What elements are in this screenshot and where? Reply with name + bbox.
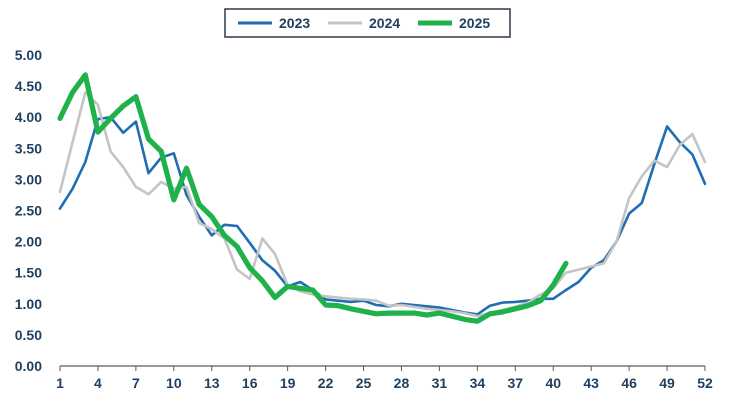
series-line-2024 bbox=[58, 91, 707, 318]
y-tick-label: 4.00 bbox=[15, 109, 42, 125]
x-tick-label: 13 bbox=[204, 375, 220, 391]
legend: 2023 2024 2025 bbox=[224, 8, 511, 38]
y-tick-label: 0.50 bbox=[15, 327, 42, 343]
y-tick-label: 4.50 bbox=[15, 78, 42, 94]
x-tick-label: 28 bbox=[394, 375, 410, 391]
x-tick-label: 46 bbox=[621, 375, 637, 391]
x-tick-label: 34 bbox=[470, 375, 486, 391]
x-tick-label: 37 bbox=[508, 375, 524, 391]
x-tick-label: 22 bbox=[318, 375, 334, 391]
legend-label-2023: 2023 bbox=[279, 15, 310, 31]
x-tick-label: 19 bbox=[280, 375, 296, 391]
y-tick-label: 0.00 bbox=[15, 358, 42, 374]
y-tick-label: 5.00 bbox=[15, 47, 42, 63]
y-tick-label: 3.50 bbox=[15, 140, 42, 156]
legend-label-2025: 2025 bbox=[459, 15, 490, 31]
x-tick-label: 49 bbox=[659, 375, 675, 391]
x-tick-label: 52 bbox=[697, 375, 713, 391]
x-tick-label: 1 bbox=[56, 375, 64, 391]
series-line-2025 bbox=[57, 72, 569, 324]
y-tick-label: 2.50 bbox=[15, 203, 42, 219]
x-tick-label: 25 bbox=[356, 375, 372, 391]
y-tick-label: 2.00 bbox=[15, 234, 42, 250]
y-tick-label: 1.50 bbox=[15, 265, 42, 281]
x-tick-label: 31 bbox=[432, 375, 448, 391]
y-tick-label: 1.00 bbox=[15, 296, 42, 312]
x-tick-label: 10 bbox=[166, 375, 182, 391]
x-tick-label: 40 bbox=[545, 375, 561, 391]
axes: 0.00 0.50 1.00 1.50 2.00 2.50 3.00 3.50 4.00 4.50… bbox=[15, 47, 713, 391]
series-lines bbox=[57, 72, 707, 324]
y-tick-label: 3.00 bbox=[15, 171, 42, 187]
x-tick-label: 43 bbox=[583, 375, 599, 391]
x-tick-label: 16 bbox=[242, 375, 258, 391]
x-tick-label: 4 bbox=[94, 375, 102, 391]
legend-label-2024: 2024 bbox=[369, 15, 400, 31]
legend-box bbox=[224, 8, 511, 38]
x-tick-label: 7 bbox=[132, 375, 140, 391]
